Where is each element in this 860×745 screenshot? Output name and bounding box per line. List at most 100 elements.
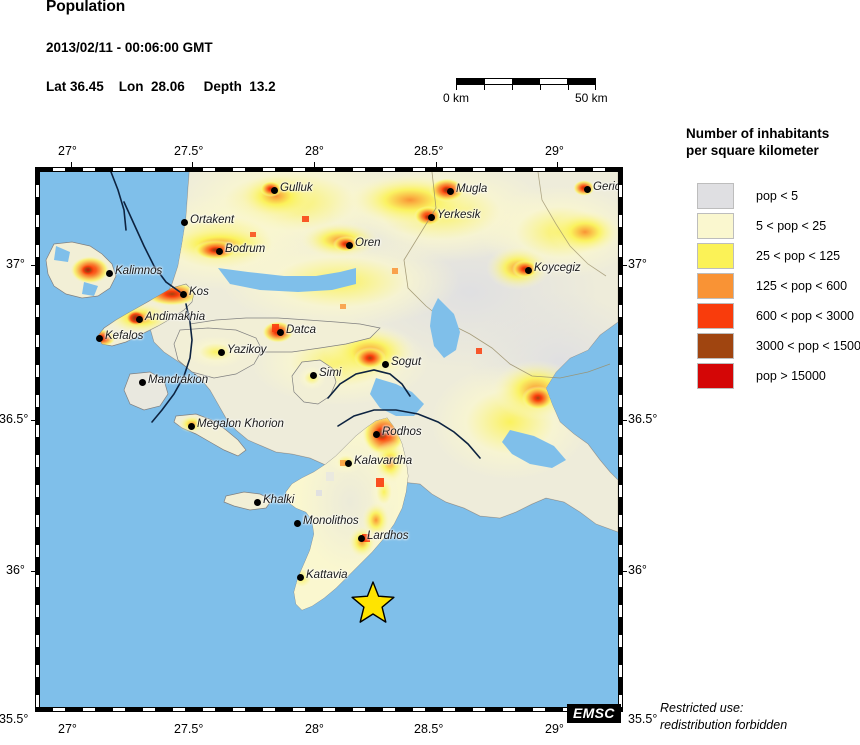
legend-title-line2: per square kilometer — [686, 143, 819, 158]
place-name-label: Oren — [355, 237, 381, 249]
legend-items: pop < 5 5 < pop < 25 25 < pop < 125 125 … — [686, 181, 860, 391]
place-dot-icon — [180, 291, 187, 298]
lat-tick — [618, 571, 627, 572]
place-dot-icon — [139, 379, 146, 386]
scale-bar-segment — [539, 79, 568, 84]
place-name-label: Sogut — [391, 356, 422, 368]
place-name-label: Khalki — [263, 494, 295, 506]
lon-label-top-0: 27° — [58, 144, 77, 158]
place-dot-icon — [584, 186, 591, 193]
place-dot-icon — [271, 187, 278, 194]
place-name-label: Kos — [189, 286, 209, 298]
place-dot-icon — [345, 460, 352, 467]
lat-label-right-2: 36° — [628, 563, 647, 577]
place-dot-icon — [188, 423, 195, 430]
lon-tick — [71, 162, 72, 171]
legend-swatch — [697, 243, 734, 269]
place-dot-icon — [297, 574, 304, 581]
lat-label-right-3: 35.5° — [628, 712, 658, 726]
place-dot-icon — [277, 329, 284, 336]
lon-tick — [557, 162, 558, 171]
lat-label-left-1: 36.5° — [0, 412, 29, 426]
scale-bar-segment — [484, 79, 513, 84]
event-parameters: Lat 36.45 Lon 28.06 Depth 13.2 — [46, 79, 276, 94]
place-name-label: Kefalos — [105, 330, 144, 342]
event-datetime: 2013/02/11 - 00:06:00 GMT — [46, 40, 213, 55]
place-dot-icon — [525, 267, 532, 274]
place-dot-icon — [447, 188, 454, 195]
map-canvas[interactable]: Gulluk Mugla Gericam Ortakent Yerkesik Bodrum… — [40, 172, 618, 707]
place-dot-icon — [106, 270, 113, 277]
place-name-label: Datca — [286, 324, 317, 336]
legend-label: 25 < pop < 125 — [756, 249, 841, 263]
fault-lines — [110, 172, 481, 459]
place-name-label: Monolithos — [303, 515, 359, 527]
place-dot-icon — [218, 349, 225, 356]
place-name-label: Yerkesik — [437, 209, 481, 221]
lon-tick — [314, 162, 315, 171]
emsc-logo: EMSC — [567, 704, 621, 723]
place-dot-icon — [216, 248, 223, 255]
landmass-mandrakion — [123, 371, 169, 411]
legend-item: 600 < pop < 3000 — [686, 301, 858, 331]
lat-tick — [31, 265, 40, 266]
legend-swatch — [697, 213, 734, 239]
legend-swatch — [697, 273, 734, 299]
place-dot-icon — [294, 520, 301, 527]
scale-bar-label-min: 0 km — [443, 91, 470, 105]
legend-item: 3000 < pop < 15000 — [686, 331, 860, 361]
place-name-label: Kalimnos — [115, 265, 163, 277]
legend-label: 5 < pop < 25 — [756, 219, 827, 233]
scale-bar-track — [456, 78, 596, 85]
place-name-label: Gulluk — [280, 182, 313, 194]
place-dot-icon — [428, 214, 435, 221]
lon-label-top-2: 28° — [305, 144, 324, 158]
legend-label: 600 < pop < 3000 — [756, 309, 855, 323]
lat-label-left-3: 35.5° — [0, 712, 29, 726]
legend-item: pop > 15000 — [686, 361, 858, 391]
legend-label: 3000 < pop < 15000 — [756, 339, 860, 353]
place-dot-icon — [181, 219, 188, 226]
place-name-label: Bodrum — [225, 243, 266, 255]
restricted-use-line2: redistribution forbidden — [660, 718, 788, 732]
lat-label-left-2: 36° — [6, 563, 25, 577]
lon-label-bottom-0: 27° — [58, 722, 77, 736]
place-dot-icon — [358, 535, 365, 542]
lat-label-left-0: 37° — [6, 257, 25, 271]
place-dot-icon — [136, 316, 143, 323]
legend-swatch — [697, 333, 734, 359]
lat-label-right-1: 36.5° — [628, 412, 658, 426]
map-frame-right — [618, 167, 623, 712]
map-container[interactable]: Gulluk Mugla Gericam Ortakent Yerkesik Bodrum… — [35, 167, 623, 712]
legend-swatch — [697, 183, 734, 209]
scale-bar-label-max: 50 km — [575, 91, 608, 105]
scale-bar-segment — [512, 79, 540, 84]
lat-tick — [31, 420, 40, 421]
place-name-label: Gericam — [593, 181, 618, 193]
scale-bar-segment — [457, 79, 485, 84]
lon-tick — [436, 162, 437, 171]
place-name-label: Rodhos — [382, 426, 422, 438]
legend-label: 125 < pop < 600 — [756, 279, 848, 293]
lon-label-top-4: 29° — [545, 144, 564, 158]
place-dot-icon — [310, 372, 317, 379]
place-name-label: Andimakhia — [145, 311, 206, 323]
restricted-use-note: Restricted use: redistribution forbidden — [660, 700, 787, 734]
place-dot-icon — [373, 431, 380, 438]
place-name-label: Kalavardha — [354, 455, 413, 467]
place-dot-icon — [346, 242, 353, 249]
restricted-use-line1: Restricted use: — [660, 701, 744, 715]
scale-bar-ticks — [456, 85, 596, 91]
epicenter-star-icon — [351, 581, 395, 629]
scale-bar-segment — [567, 79, 595, 84]
legend: Number of inhabitants per square kilomet… — [686, 125, 860, 391]
place-dot-icon — [382, 361, 389, 368]
lon-label-bottom-2: 28° — [305, 722, 324, 736]
place-dot-icon — [254, 499, 261, 506]
lon-label-bottom-4: 29° — [545, 722, 564, 736]
legend-swatch — [697, 303, 734, 329]
legend-item: 25 < pop < 125 — [686, 241, 858, 271]
place-name-label: Ortakent — [190, 214, 235, 226]
place-name-label: Koycegiz — [534, 262, 581, 274]
place-name-label: Lardhos — [367, 530, 409, 542]
